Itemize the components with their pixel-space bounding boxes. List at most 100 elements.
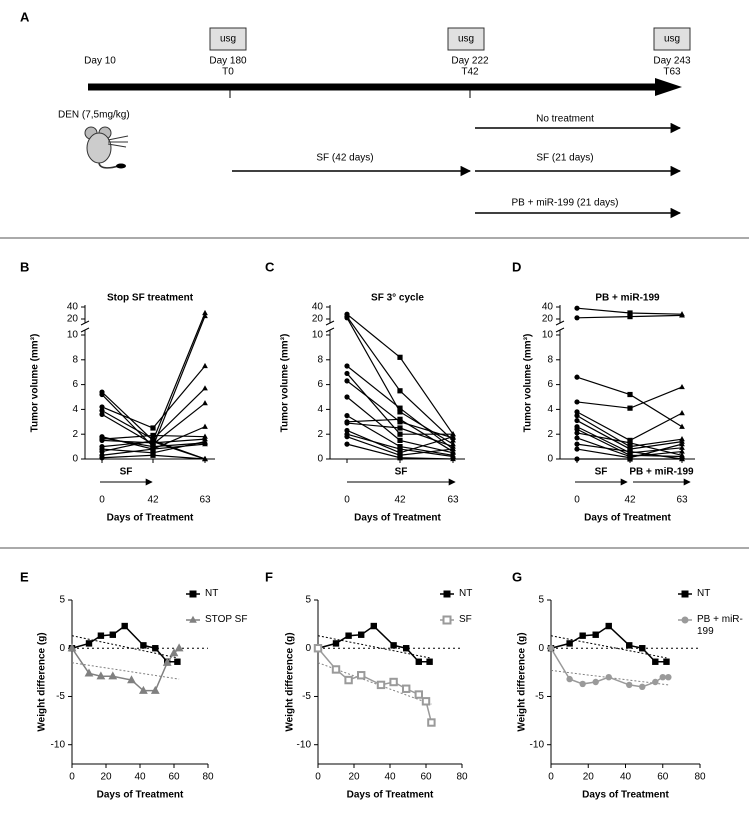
marker [99, 448, 105, 455]
marker [358, 631, 365, 638]
x-axis-label: Days of Treatment [97, 790, 184, 801]
marker [169, 648, 179, 657]
y-tick-label: 40 [67, 302, 79, 313]
marker [108, 671, 118, 680]
chart-title: SF 3° cycle [371, 293, 424, 304]
axis-break [80, 320, 90, 326]
panel-label: F [265, 569, 273, 584]
y-tick-label: 8 [72, 354, 78, 365]
x-tick-label: 63 [676, 495, 688, 506]
x-tick-label: 63 [199, 495, 211, 506]
arm-label: SF (21 days) [536, 153, 593, 164]
marker [450, 433, 456, 439]
trend-line [317, 635, 430, 659]
day-label: Day 180 [209, 56, 247, 67]
marker [397, 405, 403, 411]
marker [402, 684, 411, 693]
marker [150, 444, 156, 450]
marker [121, 622, 128, 630]
x-tick-label: 20 [583, 772, 595, 783]
y-tick-label: 5 [305, 595, 311, 606]
marker [99, 455, 105, 461]
marker [97, 632, 105, 639]
marker [140, 642, 147, 649]
marker [99, 411, 105, 417]
x-tick-label: 20 [348, 772, 360, 783]
marker [679, 448, 685, 454]
arm-label: No treatment [536, 114, 594, 125]
marker [174, 643, 184, 652]
marker [639, 645, 646, 652]
marker [426, 658, 433, 665]
marker [345, 632, 352, 639]
y-tick-label: 4 [547, 404, 553, 415]
x-tick-label: 80 [456, 772, 468, 783]
y-tick-label: 40 [542, 302, 554, 313]
y-tick-label: 0 [317, 454, 323, 465]
y-tick-label: 20 [312, 314, 324, 325]
marker [150, 452, 156, 458]
marker [574, 456, 580, 462]
x-tick-label: 42 [147, 495, 159, 506]
marker [99, 404, 105, 410]
marker [202, 455, 208, 462]
marker [397, 446, 403, 452]
marker [202, 309, 208, 316]
marker [579, 680, 586, 688]
marker [150, 439, 156, 445]
axis-break [325, 327, 335, 333]
marker [443, 590, 451, 598]
x-tick-label: 0 [344, 495, 350, 506]
marker [627, 456, 633, 462]
usg-box [209, 27, 247, 51]
mouse-icon [84, 126, 129, 169]
x-axis-label: Days of Treatment [584, 513, 671, 524]
x-tick-label: 0 [69, 772, 75, 783]
marker [574, 315, 580, 321]
marker [313, 644, 323, 653]
marker [174, 658, 181, 665]
marker [150, 685, 160, 694]
usg-box [447, 27, 485, 51]
marker [442, 615, 452, 625]
y-tick-label: 2 [317, 429, 323, 440]
marker [397, 437, 403, 443]
marker [574, 409, 580, 415]
legend-box: PB + miR-199 [697, 614, 743, 637]
marker [592, 631, 599, 638]
marker [574, 399, 580, 405]
marker [579, 632, 586, 639]
y-tick-label: 2 [72, 429, 78, 440]
x-axis-label: Days of Treatment [107, 513, 194, 524]
x-tick-label: 42 [394, 495, 406, 506]
x-tick-label: 40 [384, 772, 396, 783]
marker [397, 431, 403, 437]
marker [127, 675, 136, 684]
x-axis-label: Days of Treatment [582, 790, 669, 801]
marker [414, 690, 424, 699]
marker [627, 452, 633, 458]
marker [344, 413, 350, 419]
y-tick-label: -10 [297, 739, 312, 750]
usg-box [653, 27, 691, 51]
y-axis-label: Weight difference (g) [285, 632, 296, 731]
x-tick-label: 80 [202, 772, 214, 783]
marker [189, 590, 197, 598]
series-line [71, 647, 180, 692]
axis-break [555, 327, 565, 333]
marker [397, 416, 403, 422]
usg-label: usg [458, 34, 474, 45]
axis-break [80, 327, 90, 333]
panel-label: E [20, 569, 29, 584]
series-line [550, 647, 669, 688]
marker [574, 305, 580, 311]
series-line [576, 376, 683, 428]
marker [202, 439, 208, 445]
marker [605, 622, 612, 630]
marker [626, 642, 633, 649]
legend-label: NT [205, 588, 219, 599]
marker [574, 446, 580, 452]
marker [202, 423, 208, 429]
legend-box: NT [459, 588, 472, 599]
